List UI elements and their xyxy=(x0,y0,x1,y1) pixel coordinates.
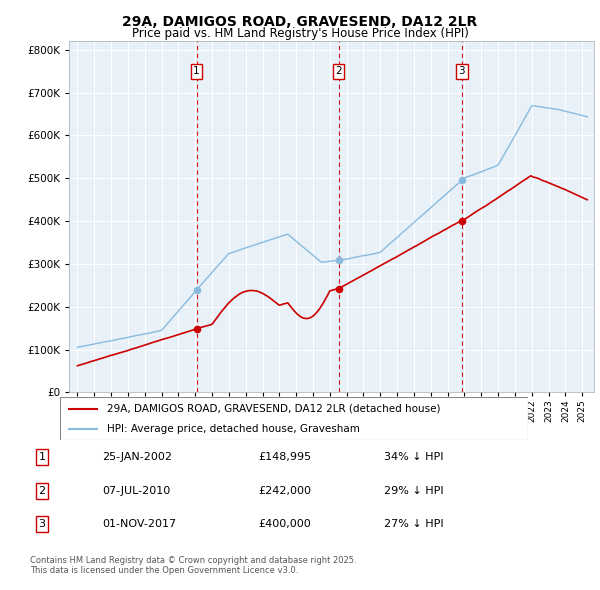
Text: 3: 3 xyxy=(38,519,46,529)
FancyBboxPatch shape xyxy=(60,397,528,440)
Text: 3: 3 xyxy=(458,66,465,76)
Point xyxy=(192,286,202,295)
Text: 1: 1 xyxy=(38,453,46,462)
Point xyxy=(457,176,467,185)
Text: 07-JUL-2010: 07-JUL-2010 xyxy=(102,486,170,496)
Text: 29A, DAMIGOS ROAD, GRAVESEND, DA12 2LR: 29A, DAMIGOS ROAD, GRAVESEND, DA12 2LR xyxy=(122,15,478,29)
Text: 27% ↓ HPI: 27% ↓ HPI xyxy=(384,519,443,529)
Text: 25-JAN-2002: 25-JAN-2002 xyxy=(102,453,172,462)
Text: £148,995: £148,995 xyxy=(258,453,311,462)
Text: 1: 1 xyxy=(193,66,200,76)
Text: 29A, DAMIGOS ROAD, GRAVESEND, DA12 2LR (detached house): 29A, DAMIGOS ROAD, GRAVESEND, DA12 2LR (… xyxy=(107,404,440,414)
Text: 34% ↓ HPI: 34% ↓ HPI xyxy=(384,453,443,462)
Point xyxy=(334,284,343,293)
Text: 01-NOV-2017: 01-NOV-2017 xyxy=(102,519,176,529)
Point xyxy=(192,324,202,333)
Text: HPI: Average price, detached house, Gravesham: HPI: Average price, detached house, Grav… xyxy=(107,424,359,434)
Text: Price paid vs. HM Land Registry's House Price Index (HPI): Price paid vs. HM Land Registry's House … xyxy=(131,27,469,40)
Text: 2: 2 xyxy=(38,486,46,496)
Point xyxy=(457,217,467,226)
Text: 29% ↓ HPI: 29% ↓ HPI xyxy=(384,486,443,496)
Point xyxy=(334,255,343,265)
Text: Contains HM Land Registry data © Crown copyright and database right 2025.
This d: Contains HM Land Registry data © Crown c… xyxy=(30,556,356,575)
Text: 2: 2 xyxy=(335,66,342,76)
Text: £400,000: £400,000 xyxy=(258,519,311,529)
Text: £242,000: £242,000 xyxy=(258,486,311,496)
